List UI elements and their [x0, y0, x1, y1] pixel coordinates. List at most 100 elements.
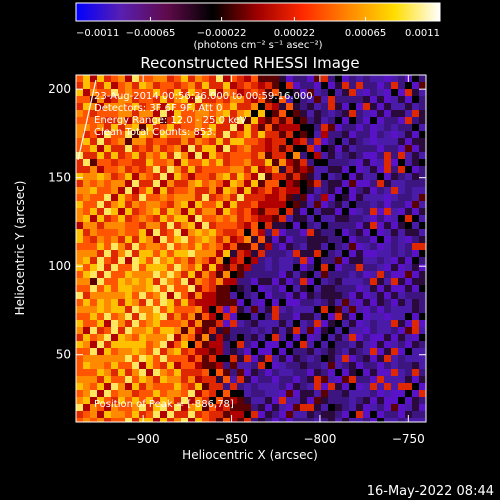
- heatmap-pixel: [391, 404, 399, 412]
- heatmap-pixel: [90, 369, 98, 377]
- heatmap-pixel: [195, 390, 203, 398]
- heatmap-pixel: [384, 208, 392, 216]
- heatmap-pixel: [83, 285, 91, 293]
- heatmap-pixel: [160, 138, 168, 146]
- heatmap-pixel: [83, 327, 91, 335]
- heatmap-pixel: [349, 145, 357, 153]
- heatmap-pixel: [237, 229, 245, 237]
- heatmap-pixel: [223, 222, 231, 230]
- heatmap-pixel: [139, 138, 147, 146]
- heatmap-pixel: [216, 152, 224, 160]
- heatmap-pixel: [146, 250, 154, 258]
- heatmap-pixel: [153, 236, 161, 244]
- heatmap-pixel: [265, 334, 273, 342]
- heatmap-pixel: [258, 278, 266, 286]
- heatmap-pixel: [160, 103, 168, 111]
- heatmap-pixel: [125, 138, 133, 146]
- heatmap-pixel: [321, 348, 329, 356]
- heatmap-pixel: [321, 250, 329, 258]
- heatmap-pixel: [125, 103, 133, 111]
- heatmap-pixel: [167, 215, 175, 223]
- heatmap-pixel: [356, 369, 364, 377]
- heatmap-pixel: [251, 180, 259, 188]
- heatmap-pixel: [419, 103, 426, 111]
- heatmap-pixel: [391, 131, 399, 139]
- heatmap-pixel: [209, 383, 217, 391]
- heatmap-pixel: [349, 138, 357, 146]
- heatmap-pixel: [335, 285, 343, 293]
- heatmap-pixel: [279, 383, 287, 391]
- heatmap-pixel: [174, 299, 182, 307]
- heatmap-pixel: [370, 376, 378, 384]
- heatmap-pixel: [405, 404, 413, 412]
- heatmap-pixel: [307, 334, 315, 342]
- heatmap-pixel: [419, 194, 426, 202]
- heatmap-pixel: [125, 236, 133, 244]
- heatmap-pixel: [209, 418, 217, 422]
- heatmap-pixel: [391, 208, 399, 216]
- heatmap-pixel: [97, 96, 105, 104]
- heatmap-pixel: [76, 180, 84, 188]
- heatmap-pixel: [335, 313, 343, 321]
- heatmap-pixel: [188, 236, 196, 244]
- heatmap-pixel: [363, 264, 371, 272]
- heatmap-pixel: [167, 152, 175, 160]
- heatmap-pixel: [251, 306, 259, 314]
- heatmap-pixel: [265, 327, 273, 335]
- heatmap-pixel: [363, 404, 371, 412]
- heatmap-pixel: [188, 334, 196, 342]
- heatmap-pixel: [335, 257, 343, 265]
- heatmap-pixel: [83, 103, 91, 111]
- heatmap-pixel: [181, 117, 189, 125]
- heatmap-pixel: [251, 173, 259, 181]
- heatmap-pixel: [251, 124, 259, 132]
- heatmap-pixel: [104, 397, 112, 405]
- heatmap-pixel: [300, 131, 308, 139]
- heatmap-pixel: [342, 187, 350, 195]
- heatmap-pixel: [167, 243, 175, 251]
- heatmap-pixel: [328, 201, 336, 209]
- heatmap-pixel: [370, 362, 378, 370]
- heatmap-pixel: [412, 369, 420, 377]
- heatmap-pixel: [167, 292, 175, 300]
- heatmap-pixel: [132, 82, 140, 90]
- heatmap-pixel: [160, 124, 168, 132]
- heatmap-pixel: [90, 159, 98, 167]
- heatmap-pixel: [90, 257, 98, 265]
- heatmap-pixel: [377, 166, 385, 174]
- heatmap-pixel: [412, 229, 420, 237]
- heatmap-pixel: [97, 173, 105, 181]
- heatmap-pixel: [349, 334, 357, 342]
- heatmap-pixel: [153, 306, 161, 314]
- heatmap-pixel: [223, 341, 231, 349]
- heatmap-pixel: [419, 173, 426, 181]
- heatmap-pixel: [118, 145, 126, 153]
- heatmap-pixel: [202, 348, 210, 356]
- heatmap-pixel: [118, 257, 126, 265]
- heatmap-pixel: [321, 306, 329, 314]
- heatmap-pixel: [104, 299, 112, 307]
- heatmap-pixel: [314, 236, 322, 244]
- heatmap-pixel: [321, 383, 329, 391]
- heatmap-pixel: [244, 243, 252, 251]
- heatmap-pixel: [216, 320, 224, 328]
- heatmap-pixel: [363, 110, 371, 118]
- heatmap-pixel: [363, 145, 371, 153]
- heatmap-pixel: [356, 376, 364, 384]
- heatmap-pixel: [377, 362, 385, 370]
- heatmap-pixel: [405, 131, 413, 139]
- heatmap-pixel: [167, 369, 175, 377]
- heatmap-pixel: [377, 334, 385, 342]
- heatmap-pixel: [90, 390, 98, 398]
- heatmap-pixel: [398, 327, 406, 335]
- heatmap-pixel: [230, 292, 238, 300]
- heatmap-pixel: [384, 383, 392, 391]
- heatmap-pixel: [258, 159, 266, 167]
- heatmap-pixel: [97, 103, 105, 111]
- heatmap-pixel: [412, 285, 420, 293]
- heatmap-pixel: [125, 334, 133, 342]
- heatmap-pixel: [349, 299, 357, 307]
- heatmap-pixel: [83, 75, 91, 83]
- heatmap-pixel: [153, 404, 161, 412]
- heatmap-pixel: [342, 271, 350, 279]
